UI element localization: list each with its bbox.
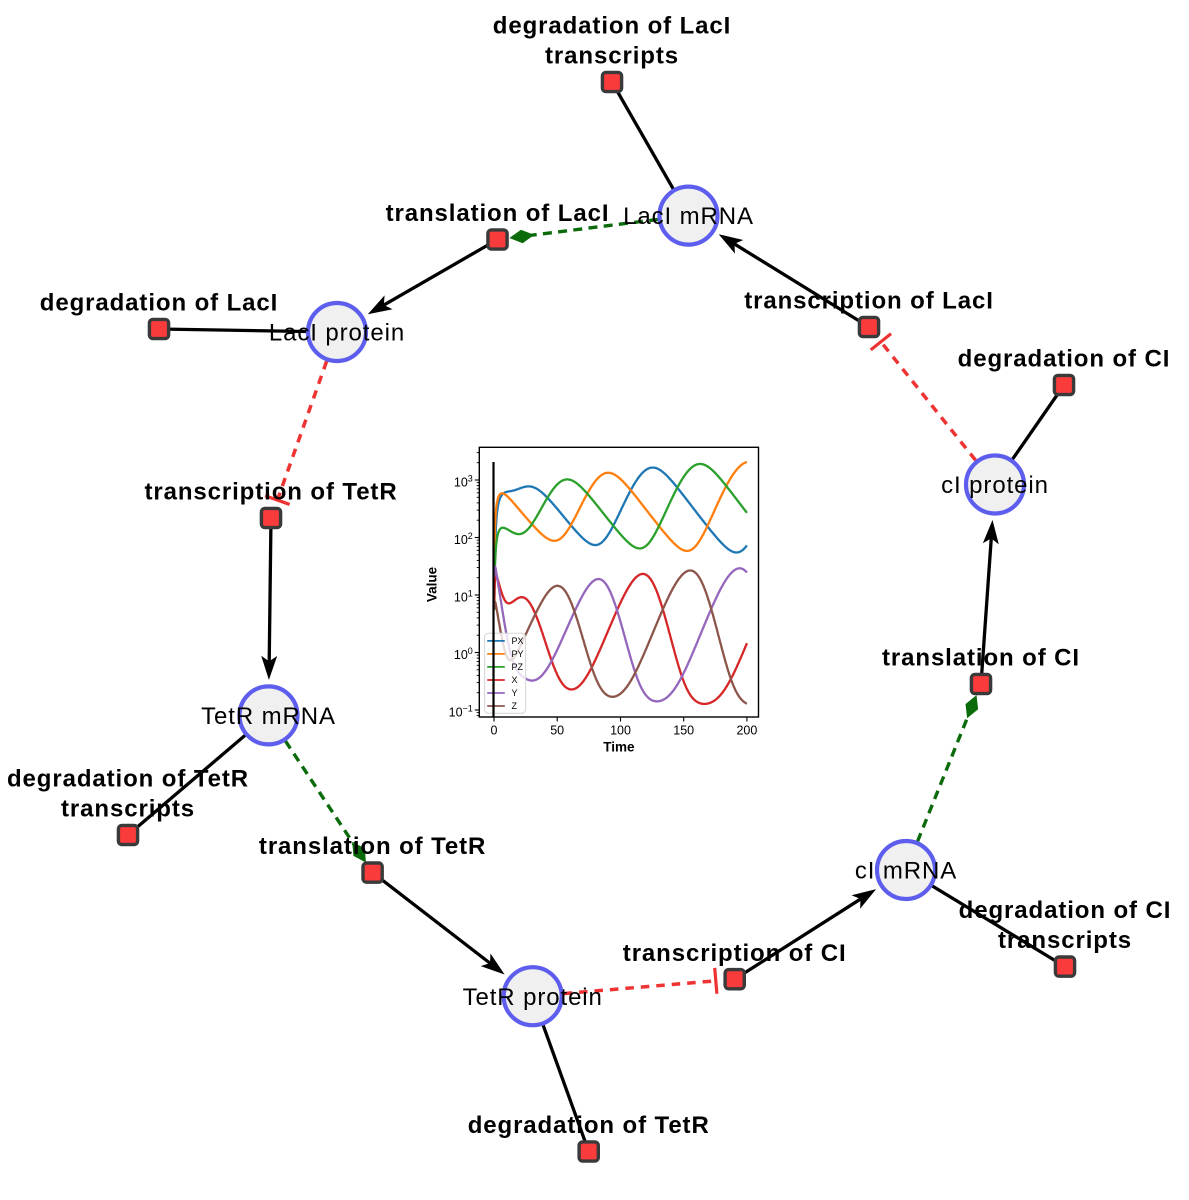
svg-text:50: 50 <box>550 724 564 738</box>
svg-text:translation of CI: translation of CI <box>882 645 1080 672</box>
svg-text:TetR mRNA: TetR mRNA <box>201 703 336 730</box>
svg-text:LacI mRNA: LacI mRNA <box>623 203 754 230</box>
svg-text:degradation of LacI: degradation of LacI <box>493 13 731 40</box>
svg-text:transcription of TetR: transcription of TetR <box>144 479 397 506</box>
svg-text:degradation of CI: degradation of CI <box>959 897 1172 924</box>
svg-text:150: 150 <box>673 724 694 738</box>
svg-text:PY: PY <box>512 649 524 659</box>
svg-text:cI mRNA: cI mRNA <box>855 858 957 885</box>
svg-text:LacI protein: LacI protein <box>269 320 405 347</box>
svg-text:0: 0 <box>491 724 498 738</box>
svg-text:transcripts: transcripts <box>545 43 679 70</box>
svg-text:transcription of LacI: transcription of LacI <box>744 288 994 315</box>
svg-text:translation of TetR: translation of TetR <box>259 833 486 860</box>
svg-text:200: 200 <box>736 724 757 738</box>
svg-text:cI protein: cI protein <box>941 472 1049 499</box>
svg-text:degradation of CI: degradation of CI <box>958 346 1171 373</box>
svg-text:degradation of TetR: degradation of TetR <box>7 766 249 793</box>
svg-text:PX: PX <box>512 636 524 646</box>
svg-text:X: X <box>512 675 518 685</box>
svg-text:translation of LacI: translation of LacI <box>386 200 610 227</box>
svg-text:Y: Y <box>512 688 518 698</box>
svg-text:TetR protein: TetR protein <box>463 984 603 1011</box>
svg-text:Z: Z <box>512 701 518 711</box>
svg-text:100: 100 <box>610 724 631 738</box>
svg-text:transcription of CI: transcription of CI <box>623 940 847 967</box>
svg-text:transcripts: transcripts <box>61 796 195 823</box>
svg-text:transcripts: transcripts <box>998 927 1132 954</box>
svg-text:PZ: PZ <box>512 662 524 672</box>
svg-text:degradation of TetR: degradation of TetR <box>468 1112 710 1139</box>
svg-text:Time: Time <box>603 740 635 755</box>
svg-text:Value: Value <box>425 566 440 602</box>
svg-text:degradation of LacI: degradation of LacI <box>40 290 278 317</box>
